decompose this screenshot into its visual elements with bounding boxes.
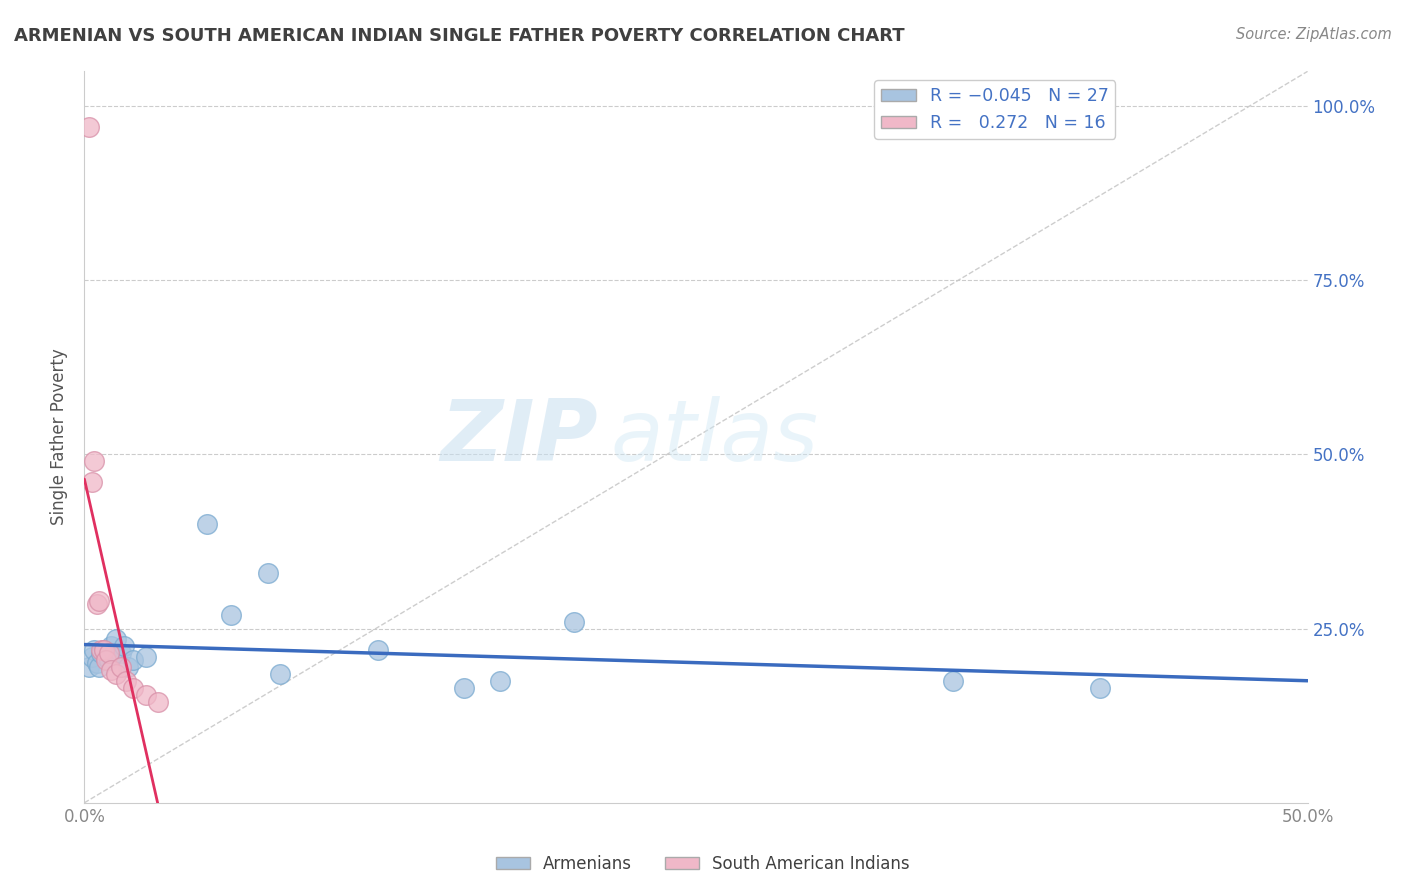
Point xyxy=(86,597,108,611)
Point xyxy=(83,642,105,657)
Point xyxy=(86,657,108,671)
Legend: Armenians, South American Indians: Armenians, South American Indians xyxy=(489,848,917,880)
Point xyxy=(83,454,105,468)
Point xyxy=(219,607,242,622)
Point xyxy=(453,681,475,695)
Point xyxy=(90,646,112,660)
Point xyxy=(100,639,122,653)
Point xyxy=(115,673,138,688)
Point xyxy=(96,649,118,664)
Point xyxy=(195,517,218,532)
Point xyxy=(135,649,157,664)
Point xyxy=(87,660,110,674)
Point xyxy=(77,660,100,674)
Point xyxy=(489,673,512,688)
Point xyxy=(367,642,389,657)
Point xyxy=(112,639,135,653)
Point xyxy=(77,120,100,134)
Legend: R = −0.045   N = 27, R =   0.272   N = 16: R = −0.045 N = 27, R = 0.272 N = 16 xyxy=(875,80,1115,138)
Text: ARMENIAN VS SOUTH AMERICAN INDIAN SINGLE FATHER POVERTY CORRELATION CHART: ARMENIAN VS SOUTH AMERICAN INDIAN SINGLE… xyxy=(14,27,904,45)
Point xyxy=(87,594,110,608)
Text: ZIP: ZIP xyxy=(440,395,598,479)
Point xyxy=(105,667,128,681)
Point xyxy=(80,475,103,490)
Point xyxy=(122,653,145,667)
Point xyxy=(122,681,145,695)
Point xyxy=(146,695,169,709)
Point xyxy=(257,566,280,580)
Point xyxy=(942,673,965,688)
Point xyxy=(110,646,132,660)
Point xyxy=(105,632,128,646)
Point xyxy=(97,653,120,667)
Point xyxy=(135,688,157,702)
Point xyxy=(1088,681,1111,695)
Y-axis label: Single Father Poverty: Single Father Poverty xyxy=(51,349,69,525)
Point xyxy=(93,642,115,657)
Point xyxy=(96,653,118,667)
Point xyxy=(269,667,291,681)
Point xyxy=(100,664,122,678)
Point xyxy=(562,615,585,629)
Point xyxy=(80,649,103,664)
Point xyxy=(90,642,112,657)
Text: Source: ZipAtlas.com: Source: ZipAtlas.com xyxy=(1236,27,1392,42)
Point xyxy=(117,660,139,674)
Point xyxy=(93,642,115,657)
Point xyxy=(97,646,120,660)
Text: atlas: atlas xyxy=(610,395,818,479)
Point xyxy=(110,660,132,674)
Point xyxy=(103,646,125,660)
